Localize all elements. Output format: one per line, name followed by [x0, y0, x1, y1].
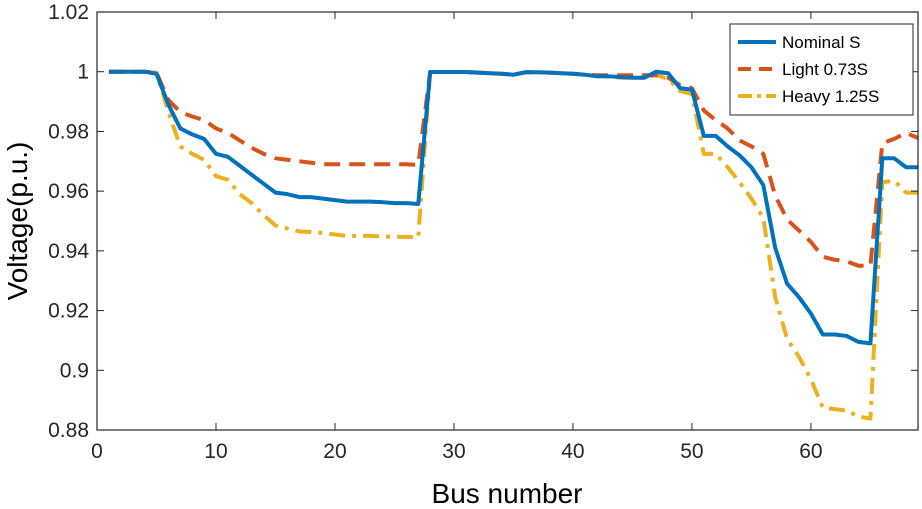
- x-tick-label: 50: [680, 440, 703, 463]
- y-tick-label: 1.02: [48, 1, 89, 24]
- tick-layer: 0 10 20 30 40 50 60 0.88 0.9 0.92 0.94 0.96 0.98 1 1.0…: [48, 1, 918, 463]
- y-tick-label: 0.92: [48, 300, 89, 323]
- x-tick-label: 10: [204, 440, 227, 463]
- x-tick-label: 40: [561, 440, 584, 463]
- y-tick-label: 1: [77, 61, 89, 84]
- x-tick-label: 30: [442, 440, 465, 463]
- legend-label-light: Light 0.73S: [782, 60, 868, 79]
- y-tick-label: 0.9: [60, 359, 89, 382]
- x-tick-label: 60: [799, 440, 822, 463]
- y-tick-label: 0.98: [48, 120, 89, 143]
- legend-label-nominal: Nominal S: [782, 33, 860, 52]
- series-line-nominal: [108, 69, 918, 346]
- legend-label-heavy: Heavy 1.25S: [782, 87, 879, 106]
- x-tick-label: 20: [323, 440, 346, 463]
- plot-frame: [96, 11, 919, 431]
- y-tick-label: 0.88: [48, 419, 89, 442]
- y-tick-label: 0.94: [48, 240, 89, 263]
- y-axis-title: Voltage(p.u.): [2, 142, 33, 301]
- series-line-light: [108, 69, 919, 268]
- series-layer: [108, 69, 919, 421]
- legend: Nominal S Light 0.73S Heavy 1.25S: [729, 23, 914, 116]
- y-tick-label: 0.96: [48, 180, 89, 203]
- x-axis-title: Bus number: [432, 478, 583, 509]
- x-tick-label: 0: [91, 440, 103, 463]
- series-line-heavy: [108, 69, 918, 421]
